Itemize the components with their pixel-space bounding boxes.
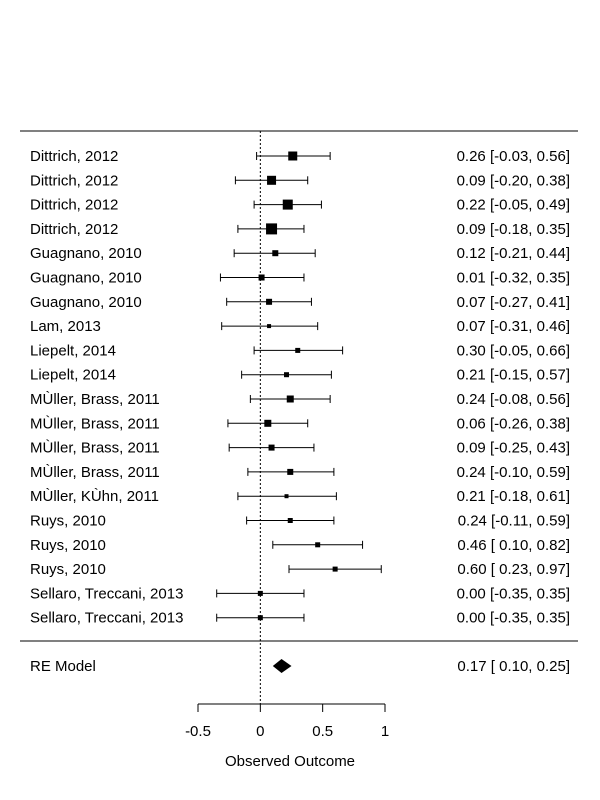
summary-ci-label: 0.17 [ 0.10, 0.25]: [457, 658, 570, 675]
ci-label: 0.00 [-0.35, 0.35]: [457, 585, 570, 602]
study-label: Dittrich, 2012: [30, 197, 118, 214]
x-tick-label: -0.5: [185, 723, 211, 740]
point-estimate: [282, 199, 293, 210]
ci-label: 0.22 [-0.05, 0.49]: [457, 197, 570, 214]
study-row: Ruys, 2010 0.24 [-0.11, 0.59]: [30, 513, 570, 530]
study-row: Guagnano, 2010 0.12 [-0.21, 0.44]: [30, 245, 570, 262]
x-tick-label: 1: [381, 723, 389, 740]
x-axis: -0.5 0 0.5 1: [185, 703, 389, 740]
study-label: Dittrich, 2012: [30, 221, 118, 238]
study-row: MÙller, Brass, 2011 0.24 [-0.08, 0.56]: [30, 391, 570, 408]
study-row: Ruys, 2010 0.60 [ 0.23, 0.97]: [30, 561, 570, 578]
study-row: Lam, 2013 0.07 [-0.31, 0.46]: [30, 318, 570, 335]
study-label: Ruys, 2010: [30, 513, 106, 530]
study-row: Sellaro, Treccani, 2013 0.00 [-0.35, 0.35…: [30, 610, 570, 627]
study-row: Guagnano, 2010 0.07 [-0.27, 0.41]: [30, 294, 570, 311]
point-estimate: [267, 324, 272, 329]
study-label: Liepelt, 2014: [30, 342, 116, 359]
point-estimate: [286, 395, 294, 403]
point-estimate: [332, 566, 338, 572]
ci-label: 0.24 [-0.11, 0.59]: [458, 513, 570, 530]
ci-label: 0.09 [-0.20, 0.38]: [457, 172, 570, 189]
ci-label: 0.21 [-0.18, 0.61]: [457, 488, 570, 505]
study-label: MÙller, KÙhn, 2011: [30, 488, 159, 505]
study-row: Liepelt, 2014 0.21 [-0.15, 0.57]: [30, 367, 570, 384]
study-label: Guagnano, 2010: [30, 245, 142, 262]
study-row: Guagnano, 2010 0.01 [-0.32, 0.35]: [30, 270, 570, 287]
point-estimate: [288, 151, 298, 161]
ci-label: 0.24 [-0.08, 0.56]: [457, 391, 570, 408]
study-label: MÙller, Brass, 2011: [30, 464, 160, 481]
point-estimate: [258, 274, 265, 281]
x-tick-label: 0.5: [312, 723, 333, 740]
study-row: MÙller, Brass, 2011 0.09 [-0.25, 0.43]: [30, 440, 570, 457]
point-estimate: [284, 494, 289, 499]
point-estimate: [257, 590, 263, 596]
study-row: Dittrich, 2012 0.09 [-0.20, 0.38]: [30, 172, 570, 189]
study-row: Liepelt, 2014 0.30 [-0.05, 0.66]: [30, 342, 570, 359]
study-row: Dittrich, 2012 0.09 [-0.18, 0.35]: [30, 221, 570, 238]
ci-label: 0.01 [-0.32, 0.35]: [457, 270, 570, 287]
study-row: Dittrich, 2012 0.26 [-0.03, 0.56]: [30, 148, 570, 165]
study-label: Dittrich, 2012: [30, 148, 118, 165]
ci-label: 0.46 [ 0.10, 0.82]: [457, 537, 570, 554]
ci-label: 0.07 [-0.31, 0.46]: [457, 318, 570, 335]
ci-label: 0.26 [-0.03, 0.56]: [457, 148, 570, 165]
study-label: MÙller, Brass, 2011: [30, 440, 160, 457]
point-estimate: [272, 250, 279, 257]
study-label: MÙller, Brass, 2011: [30, 415, 160, 432]
x-tick-label: 0: [256, 723, 264, 740]
point-estimate: [264, 419, 272, 427]
summary-label: RE Model: [30, 658, 96, 675]
study-label: Ruys, 2010: [30, 537, 106, 554]
ci-label: 0.24 [-0.10, 0.59]: [457, 464, 570, 481]
point-estimate: [257, 615, 263, 621]
x-axis-label: Observed Outcome: [225, 753, 355, 770]
point-estimate: [284, 372, 290, 378]
ci-label: 0.07 [-0.27, 0.41]: [457, 294, 570, 311]
point-estimate: [266, 298, 273, 305]
study-rows: Dittrich, 2012 0.26 [-0.03, 0.56]Dittrich…: [30, 148, 570, 627]
study-label: Sellaro, Treccani, 2013: [30, 585, 183, 602]
study-label: Sellaro, Treccani, 2013: [30, 610, 183, 627]
point-estimate: [267, 175, 277, 185]
point-estimate: [315, 542, 321, 548]
study-label: Lam, 2013: [30, 318, 101, 335]
study-label: Guagnano, 2010: [30, 294, 142, 311]
ci-label: 0.12 [-0.21, 0.44]: [457, 245, 570, 262]
study-row: MÙller, Brass, 2011 0.24 [-0.10, 0.59]: [30, 464, 570, 481]
study-row: Sellaro, Treccani, 2013 0.00 [-0.35, 0.35…: [30, 585, 570, 602]
study-row: MÙller, KÙhn, 2011 0.21 [-0.18, 0.61]: [30, 488, 570, 505]
study-row: MÙller, Brass, 2011 0.06 [-0.26, 0.38]: [30, 415, 570, 432]
study-label: Guagnano, 2010: [30, 270, 142, 287]
point-estimate: [295, 347, 301, 353]
ci-label: 0.00 [-0.35, 0.35]: [457, 610, 570, 627]
ci-label: 0.21 [-0.15, 0.57]: [457, 367, 570, 384]
point-estimate: [287, 518, 293, 523]
ci-label: 0.30 [-0.05, 0.66]: [457, 342, 570, 359]
ci-label: 0.06 [-0.26, 0.38]: [457, 415, 570, 432]
point-estimate: [287, 468, 294, 475]
summary-diamond: [272, 659, 292, 673]
study-label: Dittrich, 2012: [30, 172, 118, 189]
study-row: Ruys, 2010 0.46 [ 0.10, 0.82]: [30, 537, 570, 554]
ci-label: 0.60 [ 0.23, 0.97]: [457, 561, 570, 578]
point-estimate: [268, 444, 275, 451]
summary-row: RE Model 0.17 [ 0.10, 0.25]: [30, 658, 570, 675]
study-label: MÙller, Brass, 2011: [30, 391, 160, 408]
study-label: Liepelt, 2014: [30, 367, 116, 384]
point-estimate: [266, 223, 278, 235]
ci-label: 0.09 [-0.25, 0.43]: [457, 440, 570, 457]
study-label: Ruys, 2010: [30, 561, 106, 578]
ci-label: 0.09 [-0.18, 0.35]: [457, 221, 570, 238]
study-row: Dittrich, 2012 0.22 [-0.05, 0.49]: [30, 197, 570, 214]
